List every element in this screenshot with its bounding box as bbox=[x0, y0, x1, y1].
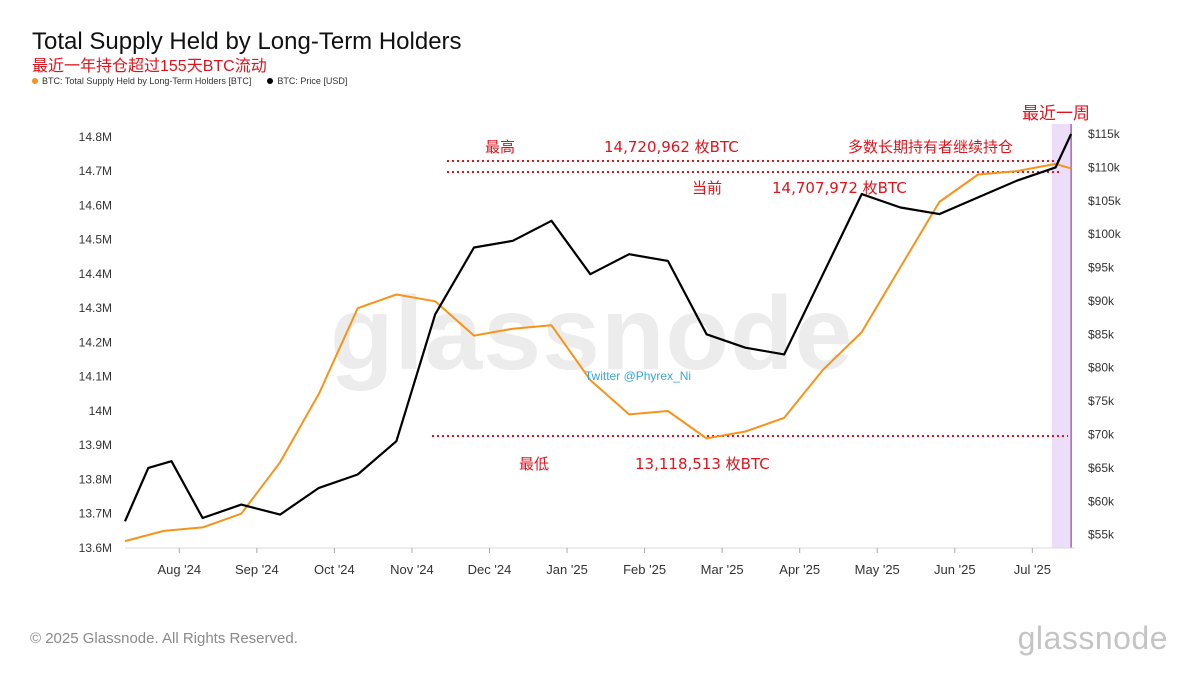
y-right-tick-label: $90k bbox=[1088, 294, 1115, 308]
legend: BTC: Total Supply Held by Long-Term Hold… bbox=[32, 76, 347, 86]
min-value: 13,118,513 枚BTC bbox=[635, 455, 770, 473]
y-left-tick-label: 13.6M bbox=[79, 541, 112, 555]
x-tick-label: Jan '25 bbox=[546, 562, 588, 577]
legend-label-lth: BTC: Total Supply Held by Long-Term Hold… bbox=[42, 76, 252, 86]
min-label: 最低 bbox=[519, 455, 549, 473]
current-label: 当前 bbox=[692, 179, 722, 197]
y-left-tick-label: 13.9M bbox=[79, 438, 112, 452]
max-label: 最高 bbox=[485, 138, 515, 156]
y-right-tick-label: $55k bbox=[1088, 528, 1115, 542]
x-tick-label: Aug '24 bbox=[157, 562, 201, 577]
x-tick-label: Dec '24 bbox=[468, 562, 512, 577]
y-left-tick-label: 13.8M bbox=[79, 472, 112, 486]
y-right-tick-label: $85k bbox=[1088, 327, 1115, 341]
current-value: 14,707,972 枚BTC bbox=[772, 179, 907, 197]
lth-supply-line bbox=[124, 162, 1072, 543]
chart-subtitle: 最近一年持仓超过155天BTC流动 bbox=[32, 58, 267, 75]
y-left-tick-label: 14.3M bbox=[79, 301, 112, 315]
x-tick-label: Nov '24 bbox=[390, 562, 434, 577]
btc-price-line bbox=[123, 133, 1073, 522]
x-tick-label: Mar '25 bbox=[701, 562, 744, 577]
y-right-tick-label: $80k bbox=[1088, 361, 1115, 375]
y-right-tick-label: $60k bbox=[1088, 494, 1115, 508]
legend-item-price[interactable]: BTC: Price [USD] bbox=[267, 76, 347, 86]
legend-label-price: BTC: Price [USD] bbox=[277, 76, 348, 86]
legend-item-lth[interactable]: BTC: Total Supply Held by Long-Term Hold… bbox=[32, 76, 251, 86]
y-left-tick-label: 14.6M bbox=[79, 198, 112, 212]
y-right-tick-label: $95k bbox=[1088, 261, 1115, 275]
x-tick-label: Sep '24 bbox=[235, 562, 279, 577]
y-left-tick-label: 14.8M bbox=[79, 130, 112, 144]
y-left-tick-label: 14.4M bbox=[79, 267, 112, 281]
recent-week-band bbox=[1051, 124, 1072, 548]
x-tick-label: Apr '25 bbox=[779, 562, 820, 577]
max-value: 14,720,962 枚BTC bbox=[604, 138, 739, 156]
twitter-handle: Twitter @Phyrex_Ni bbox=[585, 369, 691, 383]
copyright: © 2025 Glassnode. All Rights Reserved. bbox=[30, 630, 298, 647]
x-tick-label: Oct '24 bbox=[314, 562, 355, 577]
y-left-tick-label: 14.7M bbox=[79, 164, 112, 178]
hold-label: 多数长期持有者继续持仓 bbox=[848, 138, 1013, 156]
y-left-tick-label: 14.5M bbox=[79, 233, 112, 247]
y-right-tick-label: $75k bbox=[1088, 394, 1115, 408]
x-tick-label: Jun '25 bbox=[934, 562, 976, 577]
legend-dot-lth bbox=[32, 78, 38, 84]
y-right-tick-label: $70k bbox=[1088, 427, 1115, 441]
glassnode-logo: glassnode bbox=[1017, 620, 1168, 656]
x-tick-label: Feb '25 bbox=[623, 562, 666, 577]
y-right-tick-label: $115k bbox=[1088, 127, 1121, 141]
recent-week-label: 最近一周 bbox=[1022, 104, 1090, 124]
legend-dot-price bbox=[267, 78, 274, 84]
y-left-tick-label: 14.1M bbox=[79, 370, 112, 384]
x-tick-label: May '25 bbox=[855, 562, 900, 577]
y-left-tick-label: 13.7M bbox=[79, 507, 112, 521]
y-left-tick-label: 14.2M bbox=[79, 335, 112, 349]
x-tick-label: Jul '25 bbox=[1014, 562, 1051, 577]
y-right-tick-label: $110k bbox=[1088, 160, 1121, 174]
y-right-tick-label: $105k bbox=[1088, 194, 1122, 208]
y-right-tick-label: $100k bbox=[1088, 227, 1122, 241]
y-left-tick-label: 14M bbox=[89, 404, 112, 418]
chart-title: Total Supply Held by Long-Term Holders bbox=[32, 28, 462, 55]
y-right-tick-label: $65k bbox=[1088, 461, 1115, 475]
